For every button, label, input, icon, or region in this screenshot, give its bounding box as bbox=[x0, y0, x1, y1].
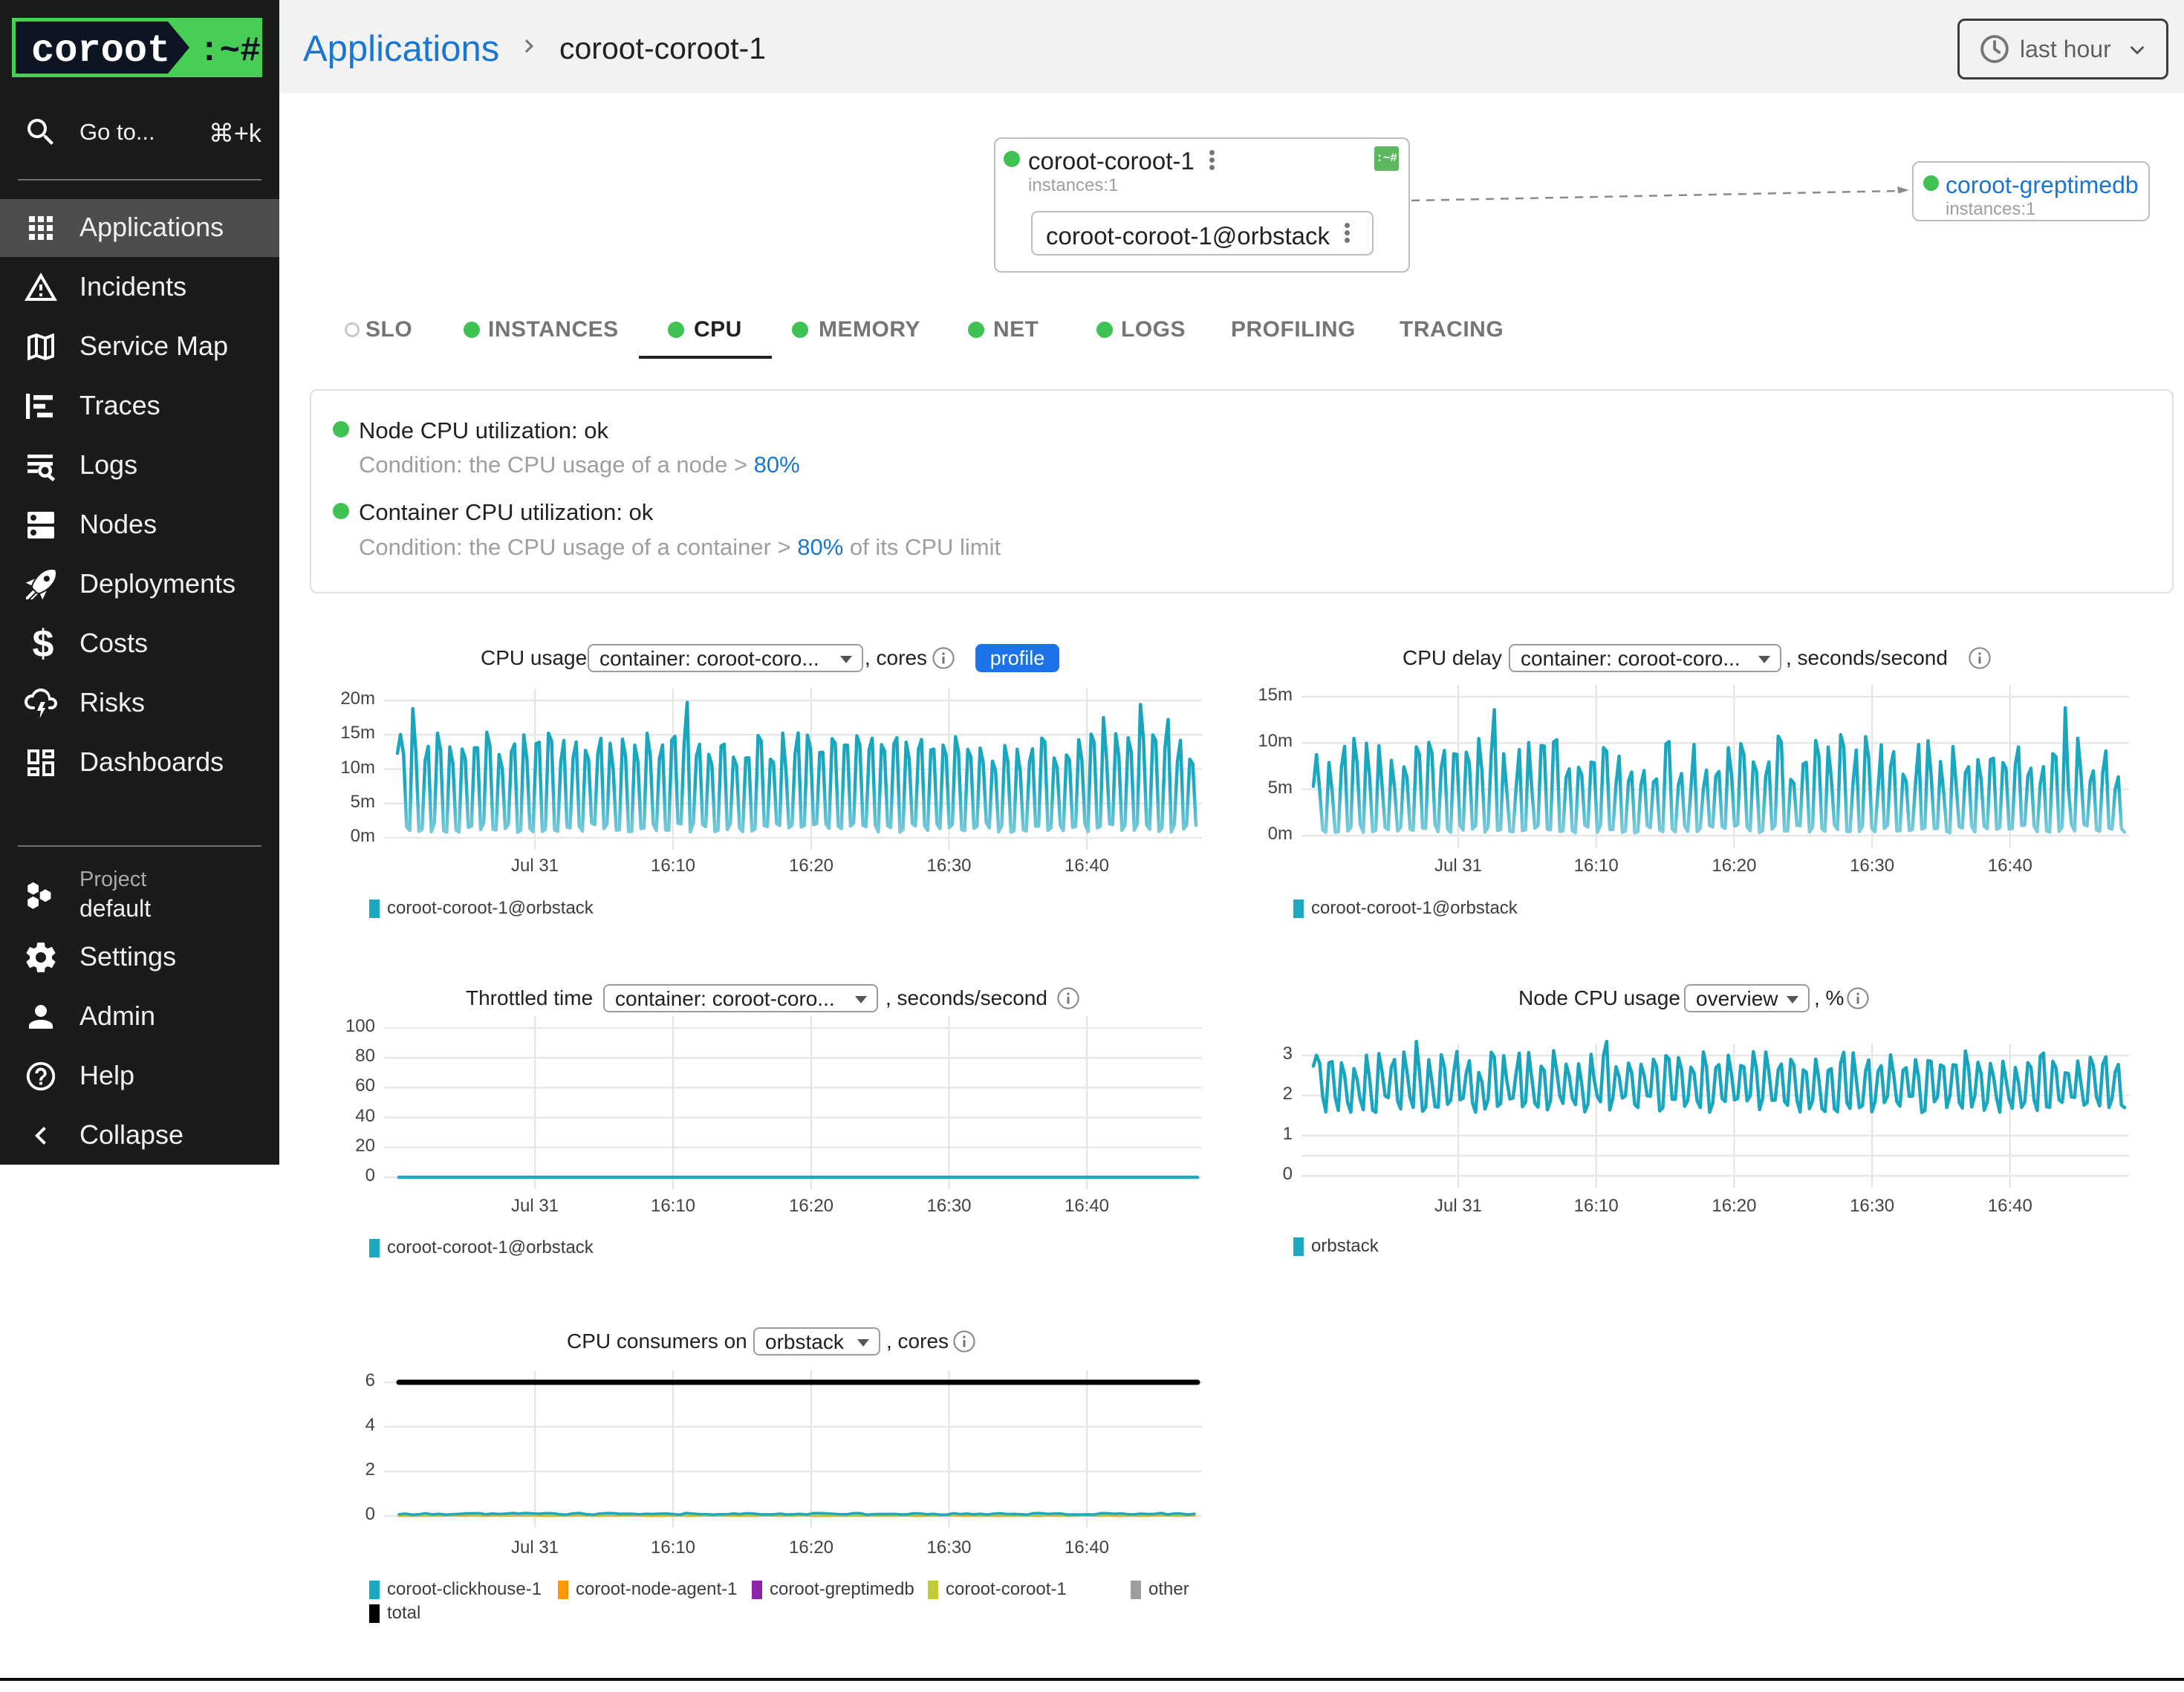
svg-text:coroot: coroot bbox=[31, 29, 170, 73]
svg-text::~#: :~# bbox=[199, 32, 261, 71]
